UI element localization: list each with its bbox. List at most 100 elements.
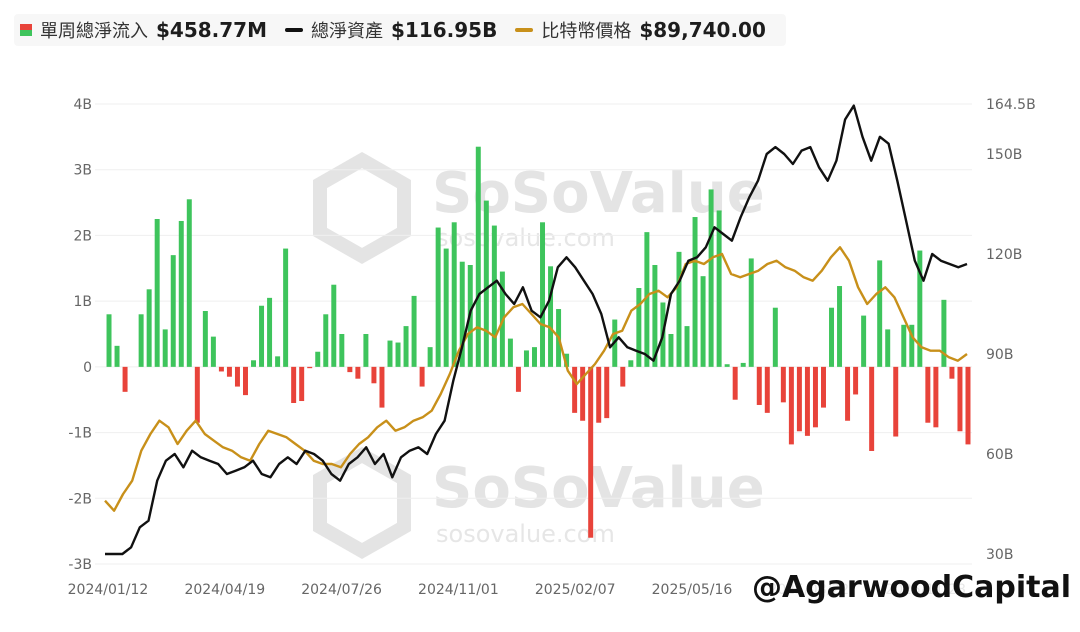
inflow-bar — [491, 225, 497, 367]
inflow-bar — [740, 362, 746, 367]
right-tick-label: 164.5B — [986, 97, 1036, 113]
outflow-bar — [893, 366, 899, 437]
outflow-bar — [588, 366, 594, 538]
inflow-bar — [901, 324, 907, 367]
left-tick-label: 0 — [83, 360, 92, 376]
left-tick-label: 3B — [73, 163, 92, 179]
outflow-bar — [804, 366, 810, 436]
right-tick-label: 150B — [986, 147, 1022, 163]
inflow-bar — [162, 329, 168, 367]
inflow-bar — [716, 210, 722, 367]
inflow-bar — [772, 307, 778, 367]
outflow-bar — [307, 366, 313, 369]
outflow-bar — [122, 366, 128, 392]
inflow-bar — [459, 261, 465, 367]
outflow-bar — [925, 366, 931, 423]
inflow-bar — [652, 265, 658, 367]
left-axis-ticks: 4B 3B 2B 1B 0 -1B -2B -3B — [68, 97, 92, 573]
outflow-bar — [291, 366, 297, 403]
outflow-bar — [756, 366, 762, 405]
outflow-bar — [853, 366, 859, 395]
inflow-bar — [154, 219, 160, 367]
x-tick-label: 2025/05/16 — [652, 582, 733, 598]
outflow-bar — [596, 366, 602, 423]
inflow-bar — [178, 220, 184, 367]
outflow-bar — [379, 366, 385, 408]
watermark-logo-icon-2 — [313, 446, 411, 560]
inflow-bar — [644, 232, 650, 367]
watermark-brand: SoSoValue — [432, 161, 765, 226]
inflow-bar — [475, 146, 481, 367]
inflow-bar — [331, 284, 337, 367]
inflow-bar — [283, 248, 289, 367]
x-tick-label: 2024/04/19 — [184, 582, 265, 598]
inflow-bar — [387, 340, 393, 367]
inflow-bar — [708, 189, 714, 367]
inflow-bar — [877, 260, 883, 367]
inflow-bar — [909, 324, 915, 367]
inflow-bar — [106, 314, 112, 367]
right-tick-label: 90B — [986, 347, 1013, 363]
inflow-bar — [114, 345, 120, 367]
outflow-bar — [604, 366, 610, 419]
inflow-bar — [427, 347, 433, 367]
watermark-logo-icon — [313, 151, 411, 265]
inflow-bar — [636, 288, 642, 367]
inflow-bar — [837, 286, 843, 367]
flow-bars — [106, 146, 971, 538]
inflow-bar — [507, 338, 513, 367]
legend-btc-label: 比特幣價格 — [541, 21, 632, 42]
outflow-bar — [371, 366, 377, 384]
left-tick-label: -1B — [68, 426, 92, 442]
legend-item-weekly-net-inflow[interactable]: 單周總淨流入 $458.77M — [20, 17, 267, 43]
inflow-bar — [339, 334, 345, 367]
x-tick-label: 2025/02/07 — [535, 582, 616, 598]
right-tick-label: 120B — [986, 247, 1022, 263]
inflow-bar — [435, 227, 441, 367]
left-tick-label: 1B — [73, 294, 92, 310]
inflow-bar — [700, 276, 706, 367]
outflow-bar — [580, 366, 586, 421]
inflow-bar — [748, 258, 754, 367]
legend-item-total-net-assets[interactable]: 總淨資產 $116.95B — [285, 17, 497, 43]
outflow-bar — [933, 366, 939, 428]
series-lines — [104, 104, 968, 556]
legend-assets-value: $116.95B — [391, 18, 498, 42]
btc-line-swatch-icon — [515, 28, 534, 32]
outflow-bar — [234, 366, 240, 387]
inflow-bar — [251, 360, 257, 367]
inflow-bar — [885, 329, 891, 367]
legend-item-btc-price[interactable]: 比特幣價格 $89,740.00 — [515, 17, 766, 43]
inflow-bar — [941, 299, 947, 367]
inflow-bar — [146, 289, 152, 367]
inflow-bar — [829, 307, 835, 367]
inflow-bar — [275, 356, 281, 367]
outflow-bar — [218, 366, 224, 372]
outflow-bar — [845, 366, 851, 421]
left-tick-label: 4B — [73, 97, 92, 113]
watermark-url: sosovalue.com — [436, 224, 615, 252]
inflow-bar — [724, 364, 730, 367]
author-credit: @AgarwoodCapital — [752, 570, 1072, 605]
outflow-bar — [620, 366, 626, 387]
assets-line-swatch-icon — [285, 28, 303, 32]
inflow-bar — [210, 336, 216, 367]
right-tick-label: 30B — [986, 547, 1013, 563]
outflow-bar — [226, 366, 232, 377]
btc-price-line — [104, 246, 968, 512]
right-axis-ticks: 164.5B 150B 120B 90B 60B 30B — [986, 97, 1036, 563]
inflow-bar — [315, 351, 321, 367]
inflow-bar — [202, 311, 208, 367]
inflow-bar — [917, 250, 923, 367]
outflow-bar — [243, 366, 248, 396]
inflow-bar — [395, 342, 401, 367]
outflow-bar — [732, 366, 738, 400]
inflow-bar — [483, 200, 489, 367]
outflow-bar — [194, 366, 200, 423]
inflow-bar — [443, 248, 449, 367]
left-tick-label: -3B — [68, 557, 92, 573]
inflow-bar — [411, 295, 417, 367]
total-net-assets-line — [105, 104, 968, 556]
grid-lines — [95, 103, 972, 565]
watermark-brand-2: SoSoValue — [432, 456, 765, 521]
